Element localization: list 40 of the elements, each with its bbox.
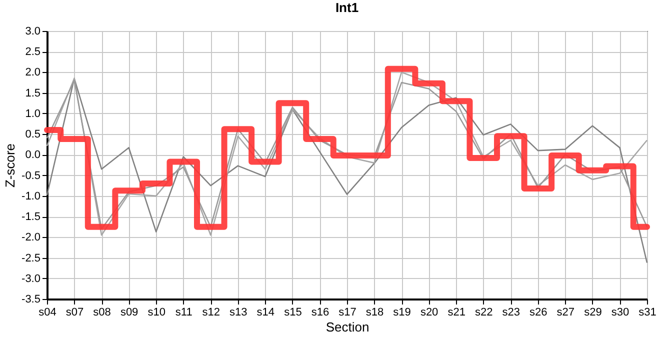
y-tick-label: 0.0 (25, 149, 40, 162)
x-tick-label: s18 (366, 306, 384, 318)
x-tick-label: s29 (584, 306, 602, 318)
y-tick-label: 3.0 (25, 26, 40, 38)
y-tick-label: -2.5 (22, 252, 40, 264)
x-tick-label: s27 (556, 306, 575, 318)
x-tick-label: s21 (448, 306, 466, 318)
x-tick-label: s13 (230, 306, 248, 318)
x-tick-label: s10 (148, 306, 166, 318)
y-tick-label: -0.5 (22, 170, 40, 182)
x-tick-label: s04 (38, 306, 56, 318)
y-tick-label: 2.0 (25, 66, 40, 79)
y-tick-label: -1.0 (22, 190, 40, 202)
x-tick-label: s11 (175, 306, 192, 318)
y-tick-label: 0.5 (25, 128, 40, 141)
y-tick-label: -3.5 (22, 294, 40, 306)
x-tick-label: s12 (202, 306, 220, 318)
x-tick-label: s30 (611, 306, 630, 318)
x-axis-title: Section (326, 320, 370, 334)
x-tick-label: s08 (93, 306, 111, 318)
y-tick-label: -1.5 (22, 211, 40, 224)
x-tick-label: s20 (420, 306, 438, 318)
x-tick-label: s16 (311, 306, 330, 318)
chart-title: Int1 (335, 0, 359, 15)
y-tick-label: 1.0 (25, 108, 40, 120)
y-tick-label: -2.0 (22, 232, 40, 244)
x-tick-label: s15 (284, 306, 302, 318)
x-tick-label: s09 (120, 306, 138, 318)
x-tick-label: s19 (393, 306, 411, 318)
y-tick-label: 1.5 (25, 87, 40, 100)
y-axis-title: Z-score (2, 143, 18, 188)
x-tick-label: s23 (502, 306, 520, 318)
y-tick-label: -3.0 (22, 272, 40, 285)
x-tick-label: s26 (530, 306, 548, 318)
x-tick-label: s22 (474, 306, 493, 318)
y-tick-label: 2.5 (25, 46, 40, 58)
x-tick-label: s31 (638, 306, 656, 318)
x-tick-label: s17 (338, 306, 356, 318)
x-tick-label: s14 (256, 306, 275, 318)
x-tick-label: s07 (66, 306, 84, 318)
